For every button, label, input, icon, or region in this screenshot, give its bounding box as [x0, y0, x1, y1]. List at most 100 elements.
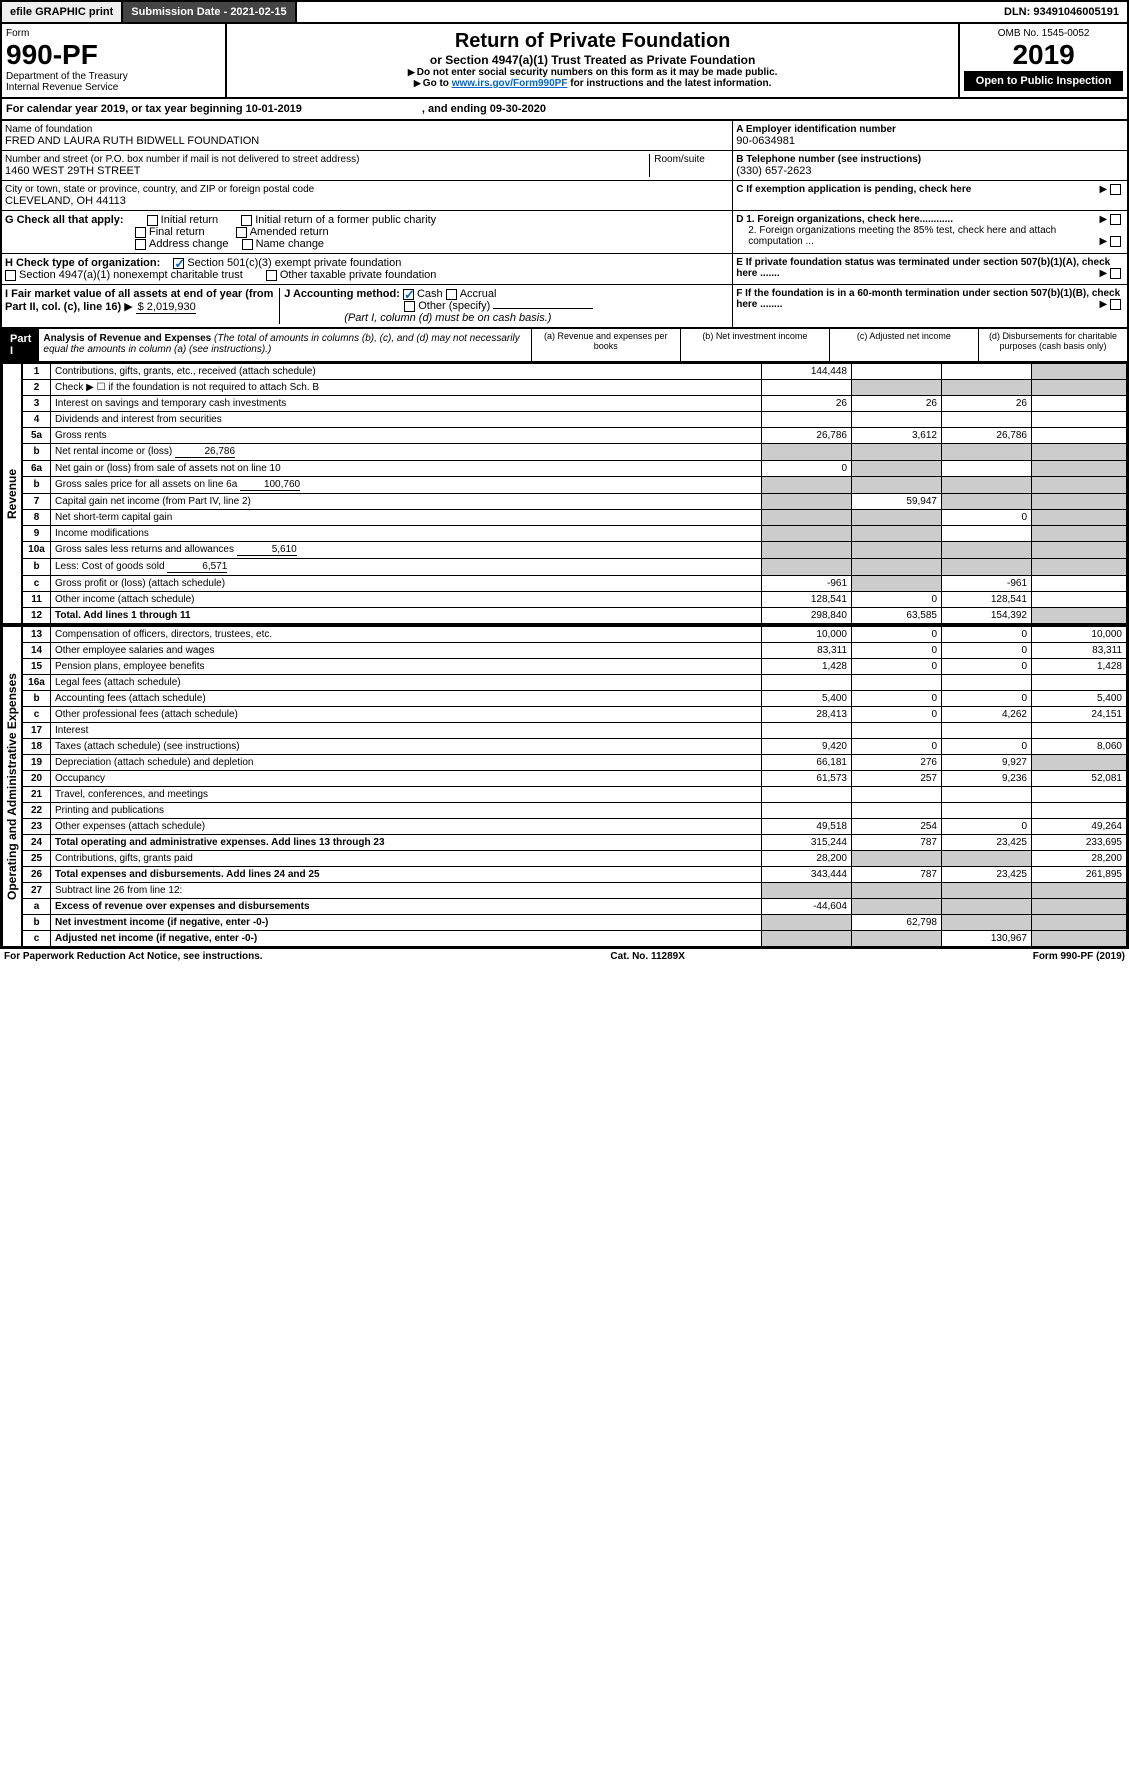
- open-public: Open to Public Inspection: [964, 71, 1123, 91]
- table-row: 24Total operating and administrative exp…: [23, 835, 1127, 851]
- d1: D 1. Foreign organizations, check here..…: [736, 214, 953, 225]
- telephone: (330) 657-2623: [736, 165, 1124, 177]
- table-row: 5aGross rents26,7863,61226,786: [23, 428, 1127, 444]
- form-number: 990-PF: [6, 39, 221, 71]
- table-row: cOther professional fees (attach schedul…: [23, 707, 1127, 723]
- table-row: 23Other expenses (attach schedule)49,518…: [23, 819, 1127, 835]
- expenses-table: 13Compensation of officers, directors, t…: [22, 626, 1127, 947]
- tax-year: 2019: [964, 39, 1123, 71]
- chk-4947[interactable]: [5, 270, 16, 281]
- table-row: 17Interest: [23, 723, 1127, 739]
- table-row: bLess: Cost of goods sold 6,571: [23, 559, 1127, 576]
- f-60month: F If the foundation is in a 60-month ter…: [736, 288, 1120, 310]
- chk-initial-former[interactable]: [241, 215, 252, 226]
- ein-label: A Employer identification number: [736, 124, 1124, 135]
- part1-header: Part I Analysis of Revenue and Expenses …: [0, 329, 1129, 363]
- expenses-section-label: Operating and Administrative Expenses: [2, 626, 22, 947]
- name-label: Name of foundation: [5, 124, 729, 135]
- paperwork-notice: For Paperwork Reduction Act Notice, see …: [4, 951, 263, 962]
- form-title: Return of Private Foundation: [233, 30, 952, 53]
- street-address: 1460 WEST 29TH STREET: [5, 165, 649, 177]
- table-row: 26Total expenses and disbursements. Add …: [23, 867, 1127, 883]
- table-row: bAccounting fees (attach schedule)5,4000…: [23, 691, 1127, 707]
- chk-cash[interactable]: [403, 289, 414, 300]
- j-label: J Accounting method:: [284, 288, 400, 300]
- revenue-table: 1Contributions, gifts, grants, etc., rec…: [22, 363, 1127, 624]
- city-state-zip: CLEVELAND, OH 44113: [5, 195, 729, 207]
- table-row: 20Occupancy61,5732579,23652,081: [23, 771, 1127, 787]
- part1-label: Part I: [2, 329, 39, 361]
- table-row: 7Capital gain net income (from Part IV, …: [23, 494, 1127, 510]
- table-row: 9Income modifications: [23, 526, 1127, 542]
- h-label: H Check type of organization:: [5, 257, 160, 269]
- e-terminated: E If private foundation status was termi…: [736, 257, 1110, 279]
- table-row: cAdjusted net income (if negative, enter…: [23, 931, 1127, 947]
- e-checkbox[interactable]: [1110, 268, 1121, 279]
- instructions-link[interactable]: www.irs.gov/Form990PF: [452, 78, 568, 89]
- form-subtitle: or Section 4947(a)(1) Trust Treated as P…: [233, 53, 952, 67]
- chk-initial[interactable]: [147, 215, 158, 226]
- header-bar: efile GRAPHIC print Submission Date - 20…: [0, 0, 1129, 24]
- table-row: 4Dividends and interest from securities: [23, 412, 1127, 428]
- table-row: 8Net short-term capital gain0: [23, 510, 1127, 526]
- table-row: 14Other employee salaries and wages83,31…: [23, 643, 1127, 659]
- chk-501c3[interactable]: [173, 258, 184, 269]
- org-info: Name of foundation FRED AND LAURA RUTH B…: [0, 121, 1129, 329]
- table-row: 16aLegal fees (attach schedule): [23, 675, 1127, 691]
- cat-no: Cat. No. 11289X: [610, 951, 684, 962]
- chk-other-acct[interactable]: [404, 301, 415, 312]
- table-row: cGross profit or (loss) (attach schedule…: [23, 576, 1127, 592]
- table-row: 13Compensation of officers, directors, t…: [23, 627, 1127, 643]
- f-checkbox[interactable]: [1110, 299, 1121, 310]
- ein: 90-0634981: [736, 135, 1124, 147]
- chk-accrual[interactable]: [446, 289, 457, 300]
- table-row: 6aNet gain or (loss) from sale of assets…: [23, 461, 1127, 477]
- table-row: aExcess of revenue over expenses and dis…: [23, 899, 1127, 915]
- revenue-section-label: Revenue: [2, 363, 22, 624]
- d1-checkbox[interactable]: [1110, 214, 1121, 225]
- page-footer: For Paperwork Reduction Act Notice, see …: [0, 949, 1129, 964]
- chk-amended[interactable]: [236, 227, 247, 238]
- table-row: 1Contributions, gifts, grants, etc., rec…: [23, 364, 1127, 380]
- chk-final[interactable]: [135, 227, 146, 238]
- form-ref: Form 990-PF (2019): [1033, 951, 1125, 962]
- table-row: 18Taxes (attach schedule) (see instructi…: [23, 739, 1127, 755]
- city-label: City or town, state or province, country…: [5, 184, 729, 195]
- dln: DLN: 93491046005191: [996, 2, 1127, 22]
- col-d: (d) Disbursements for charitable purpose…: [978, 329, 1127, 361]
- addr-label: Number and street (or P.O. box number if…: [5, 154, 649, 165]
- irs: Internal Revenue Service: [6, 82, 221, 93]
- c-checkbox[interactable]: [1110, 184, 1121, 195]
- table-row: bNet investment income (if negative, ent…: [23, 915, 1127, 931]
- table-row: 11Other income (attach schedule)128,5410…: [23, 592, 1127, 608]
- chk-other-tax[interactable]: [266, 270, 277, 281]
- dept: Department of the Treasury: [6, 71, 221, 82]
- table-row: 2Check ▶ ☐ if the foundation is not requ…: [23, 380, 1127, 396]
- g-label: G Check all that apply:: [5, 214, 124, 226]
- chk-address[interactable]: [135, 239, 146, 250]
- table-row: 27Subtract line 26 from line 12:: [23, 883, 1127, 899]
- ssn-note: Do not enter social security numbers on …: [233, 67, 952, 78]
- col-a: (a) Revenue and expenses per books: [531, 329, 680, 361]
- omb: OMB No. 1545-0052: [964, 28, 1123, 39]
- table-row: 12Total. Add lines 1 through 11298,84063…: [23, 608, 1127, 624]
- table-row: bGross sales price for all assets on lin…: [23, 477, 1127, 494]
- part1-table: Revenue 1Contributions, gifts, grants, e…: [0, 363, 1129, 626]
- table-row: 19Depreciation (attach schedule) and dep…: [23, 755, 1127, 771]
- chk-name[interactable]: [242, 239, 253, 250]
- table-row: bNet rental income or (loss) 26,786: [23, 444, 1127, 461]
- d2: 2. Foreign organizations meeting the 85%…: [748, 225, 1056, 247]
- col-c: (c) Adjusted net income: [829, 329, 978, 361]
- c-pending: C If exemption application is pending, c…: [736, 184, 971, 195]
- submission-date: Submission Date - 2021-02-15: [123, 2, 296, 22]
- form-header: Form 990-PF Department of the Treasury I…: [0, 24, 1129, 99]
- table-row: 22Printing and publications: [23, 803, 1127, 819]
- col-b: (b) Net investment income: [680, 329, 829, 361]
- form-label: Form: [6, 28, 221, 39]
- efile-print-button[interactable]: efile GRAPHIC print: [2, 2, 123, 22]
- table-row: 25Contributions, gifts, grants paid28,20…: [23, 851, 1127, 867]
- room-label: Room/suite: [654, 154, 729, 165]
- d2-checkbox[interactable]: [1110, 236, 1121, 247]
- table-row: 15Pension plans, employee benefits1,4280…: [23, 659, 1127, 675]
- expenses-section: Operating and Administrative Expenses 13…: [0, 626, 1129, 949]
